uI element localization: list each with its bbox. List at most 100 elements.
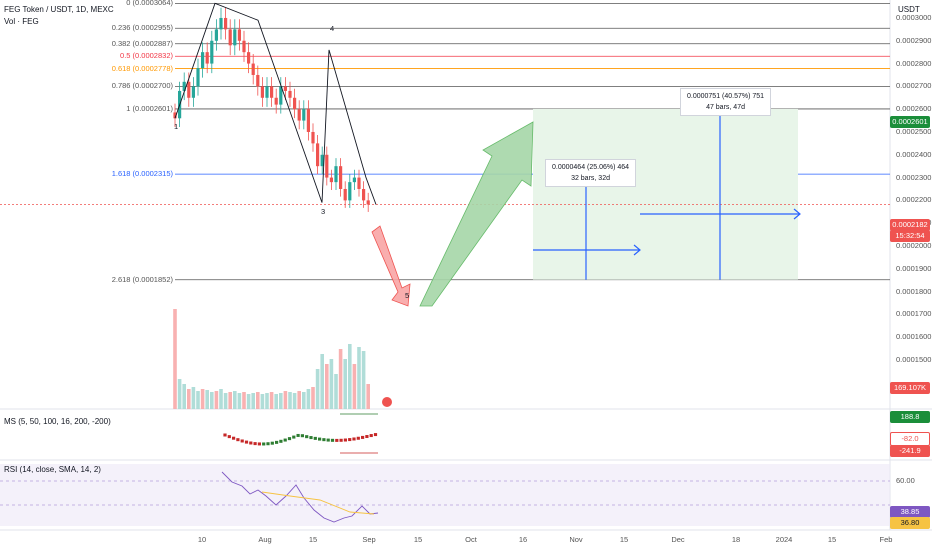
fib-label-1: 0.236 (0.0002955) [111,23,173,33]
volume-bar-27 [297,391,301,409]
candle-4 [191,86,195,98]
volume-bar-24 [283,391,288,409]
candle-14 [237,29,241,41]
ms-dot-33 [365,435,369,439]
fib-label-8: 2.618 (0.0001852) [111,274,173,284]
measure-2-bars: 47 bars, 47d [706,104,745,111]
price-label-3: 0.0002700 [896,81,932,91]
currency-label: USDT [898,5,920,14]
fib-label-2: 0.382 (0.0002887) [111,38,173,48]
volume-bar-8 [210,392,214,409]
date-label-6: 16 [518,535,528,544]
volume-bar-1 [177,379,182,409]
volume-bar-32 [320,354,324,409]
volume-bar-25 [288,392,292,409]
ms-dot-21 [313,436,317,440]
candle-16 [247,52,251,64]
ms-dot-6 [249,441,253,445]
date-label-1: Aug [258,535,272,544]
volume-label: Vol · FEG [4,17,39,26]
candle-28 [302,109,306,121]
candle-13 [233,29,237,46]
candle-30 [311,131,315,144]
candle-2 [182,81,186,91]
ms-value-1: 188.8 [890,411,930,423]
volume-bar-23 [279,393,283,409]
volume-bar-18 [256,392,260,409]
rsi-band [0,464,890,526]
volume-bar-42 [366,384,370,409]
fib-label-4: 0.618 (0.0002778) [111,63,173,73]
date-label-13: Feb [879,535,893,544]
candle-32 [320,154,324,167]
volume-bar-9 [214,391,219,409]
candle-27 [297,109,301,121]
ms-dot-29 [348,438,352,442]
fib-label-3: 0.5 (0.0002832) [120,51,173,61]
date-label-9: Dec [671,535,685,544]
price-label-6: 0.0002400 [896,149,932,159]
ms-dot-27 [339,438,343,442]
date-label-12: 15 [827,535,837,544]
volume-bar-17 [251,393,255,409]
volume-bar-20 [265,393,269,409]
ms-dot-28 [343,438,347,442]
wave-label-1: 1 [174,122,179,132]
volume-value-tag: 169.107K [890,382,930,394]
ms-dot-15 [287,437,292,441]
ms-indicator-label: MS (5, 50, 100, 16, 200, -200) [4,417,111,426]
volume-bar-31 [315,369,320,409]
volume-bar-5 [196,391,200,409]
wave-label-5: 5 [405,291,410,301]
candle-18 [256,74,260,87]
volume-bar-14 [237,393,242,409]
target-zone [533,108,798,280]
candle-42 [366,200,370,205]
wave-label-4: 4 [330,24,335,34]
volume-bar-37 [343,359,347,409]
ms-dot-30 [352,437,356,441]
measure-box-1: 0.0000464 (25.06%) 464 32 bars, 32d [545,159,637,187]
volume-bar-21 [269,392,274,409]
ms-dot-9 [262,442,266,446]
ms-dot-31 [356,436,360,440]
wave-path [174,2,377,205]
candle-41 [362,188,366,201]
volume-bar-0 [173,309,177,409]
candle-10 [219,17,223,30]
current-price-tag: 0.0002182 [890,219,930,231]
ms-dot-7 [253,442,257,446]
rsi-indicator-label: RSI (14, close, SMA, 14, 2) [4,465,101,474]
candle-8 [210,40,214,64]
date-label-0: 10 [197,535,207,544]
price-label-2: 0.0002800 [896,58,932,68]
price-label-10: 0.0002000 [896,240,932,250]
candle-7 [205,52,209,64]
candle-24 [283,86,287,91]
ms-dot-35 [373,433,378,437]
volume-bar-34 [329,359,334,409]
ms-dot-14 [283,438,287,442]
price-label-8: 0.0002200 [896,195,932,205]
volume-bar-35 [334,374,338,409]
price-label-11: 0.0001900 [896,263,932,273]
candle-26 [293,97,297,110]
volume-bar-13 [233,391,237,409]
volume-bar-19 [260,394,265,409]
event-flag-icon [382,397,392,407]
candle-25 [288,90,292,98]
target-price-tag: 0.0002601 [890,116,930,128]
down-arrow [371,225,411,307]
candle-0 [173,112,177,119]
volume-bar-29 [306,389,311,409]
volume-bar-4 [191,387,196,409]
wave-label-3: 3 [321,206,326,216]
volume-bar-41 [361,351,366,409]
volume-bar-36 [338,349,343,409]
price-label-4: 0.0002600 [896,104,932,114]
candle-22 [274,97,278,105]
ms-dot-4 [240,439,244,443]
date-label-10: 18 [731,535,741,544]
fib-label-7: 1.618 (0.0002315) [111,169,173,179]
